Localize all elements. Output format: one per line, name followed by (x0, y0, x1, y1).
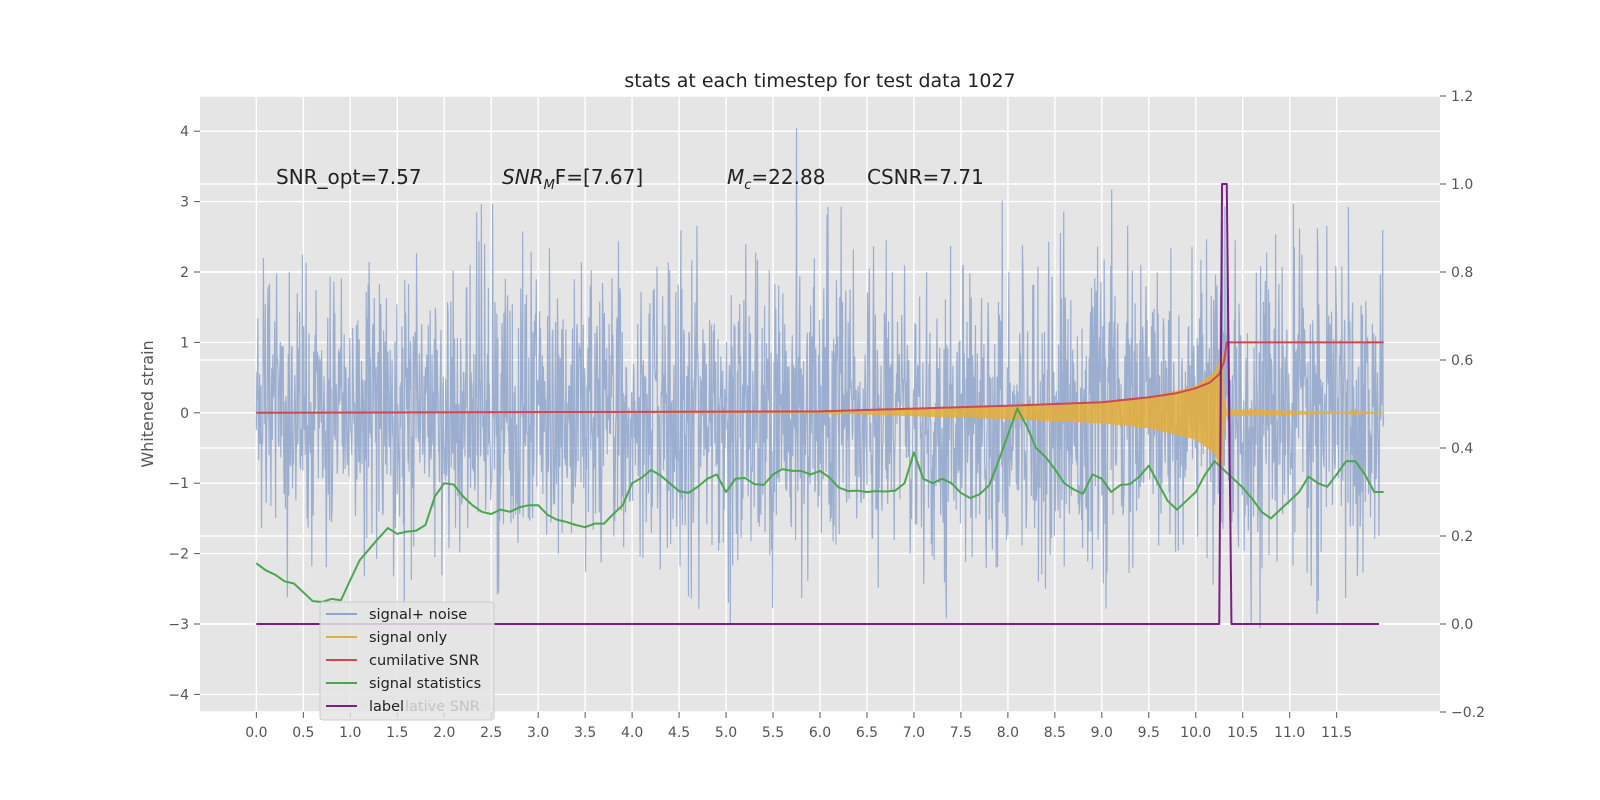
x-tick-label: 4.0 (621, 725, 643, 741)
y2-tick-label: 1.0 (1451, 177, 1473, 193)
x-tick-label: 7.5 (950, 725, 972, 741)
annotation-mc-rest: =22.88 (751, 165, 825, 189)
series-layer (255, 127, 1385, 629)
annotation-snr-opt: SNR_opt=7.57 (276, 165, 422, 189)
y2-tick-label: 0.6 (1451, 353, 1473, 369)
x-tick-label: 1.5 (386, 725, 408, 741)
y2-tick-label: 0.4 (1451, 441, 1473, 457)
annotation-snr-mf-main: SNR (502, 165, 544, 189)
y2-tick-label: 0.2 (1451, 529, 1473, 545)
x-tick-label: 8.0 (997, 725, 1019, 741)
y-tick-label: 0 (180, 406, 189, 422)
x-tick-label: 5.5 (762, 725, 784, 741)
x-tick-label: 6.5 (856, 725, 878, 741)
series-signal-statistics (255, 407, 1384, 603)
axes-layer: 0.0 0.5 1.0 1.5 2.0 2.5 3.0 3.5 4.0 4.5 5.0 5.5 6.0 6… (168, 89, 1485, 741)
y-tick-label: 1 (180, 335, 189, 351)
y-tick-label: −4 (168, 687, 189, 703)
x-tick-label: 2.0 (433, 725, 455, 741)
y-tick-label: 3 (180, 195, 189, 211)
legend-label-label: label (369, 699, 404, 715)
annotation-mc-main: M (727, 165, 744, 189)
legend: signal+ noise signal only cumilative SNR… (319, 601, 495, 721)
legend-box (319, 601, 495, 721)
chart-title: stats at each timestep for test data 102… (624, 70, 1015, 92)
x-tick-label: 1.0 (339, 725, 361, 741)
legend-label-signal-statistics: signal statistics (369, 676, 481, 692)
x-tick-label: 4.5 (668, 725, 690, 741)
x-tick-label: 7.0 (903, 725, 925, 741)
annotation-snr-mf-sub: M (544, 178, 555, 193)
legend-overlap-text: lative SNR (405, 699, 480, 715)
x-tick-label: 10.0 (1180, 725, 1211, 741)
x-tick-label: 9.5 (1138, 725, 1160, 741)
annotation-mc-sub: c (744, 178, 751, 193)
y2-tick-label: −0.2 (1451, 705, 1485, 721)
legend-label-cumilative-snr: cumilative SNR (369, 653, 479, 669)
x-tick-label: 3.0 (527, 725, 549, 741)
legend-label-signal-noise: signal+ noise (369, 607, 467, 623)
y2-tick-label: 1.2 (1451, 89, 1473, 105)
x-tick-label: 0.5 (292, 725, 314, 741)
legend-label-signal-only: signal only (369, 630, 448, 646)
x-tick-label: 2.5 (480, 725, 502, 741)
x-tick-label: 11.0 (1274, 725, 1305, 741)
x-tick-label: 8.5 (1044, 725, 1066, 741)
x-tick-label: 5.0 (715, 725, 737, 741)
y-tick-label: 2 (180, 265, 189, 281)
x-tick-label: 6.0 (809, 725, 831, 741)
x-tick-label: 0.0 (245, 725, 267, 741)
x-tick-label: 3.5 (574, 725, 596, 741)
annotation-snr-mf-rest: F=[7.67] (555, 165, 643, 189)
y-tick-label: −1 (168, 476, 189, 492)
series-label (256, 183, 1379, 625)
y2-tick-label: 0.0 (1451, 617, 1473, 633)
annotation-snr-mf: SNRMF=[7.67] (502, 165, 643, 193)
x-tick-label: 9.0 (1091, 725, 1113, 741)
y-axis-label: Whitened strain (138, 340, 157, 467)
y2-tick-label: 0.8 (1451, 265, 1473, 281)
y-tick-label: 4 (180, 124, 189, 140)
series-cumilative-snr (256, 341, 1384, 414)
x-tick-label: 11.5 (1321, 725, 1352, 741)
x-tick-label: 10.5 (1227, 725, 1258, 741)
y-tick-label: −2 (168, 547, 189, 563)
y-tick-label: −3 (168, 617, 189, 633)
annotation-csnr: CSNR=7.71 (867, 165, 984, 189)
annotation-mc: Mc=22.88 (727, 165, 825, 193)
